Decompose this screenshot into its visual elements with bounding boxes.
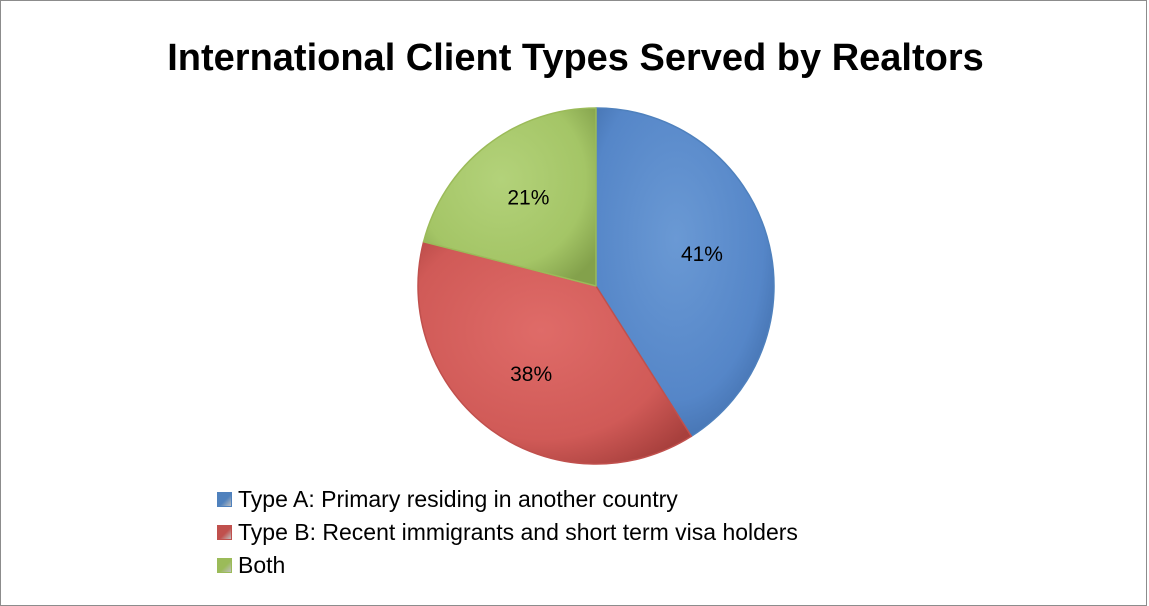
legend-item-type-a: Type A: Primary residing in another coun… xyxy=(217,483,798,516)
legend-label-type-b: Type B: Recent immigrants and short term… xyxy=(238,519,798,545)
legend-swatch-both xyxy=(217,558,232,573)
pie-slices xyxy=(417,107,775,465)
legend-item-type-b: Type B: Recent immigrants and short term… xyxy=(217,516,798,549)
legend-swatch-type-a xyxy=(217,492,232,507)
pie-data-labels: 41% 38% 21% xyxy=(507,186,723,385)
legend: Type A: Primary residing in another coun… xyxy=(217,483,798,582)
legend-swatch-type-b xyxy=(217,525,232,540)
legend-label-both: Both xyxy=(238,552,286,578)
legend-item-both: Both xyxy=(217,549,798,582)
data-label-both: 21% xyxy=(507,186,549,209)
legend-label-type-a: Type A: Primary residing in another coun… xyxy=(238,486,678,512)
pie-slice-type-a xyxy=(595,107,775,438)
data-label-type-b: 38% xyxy=(510,363,552,386)
data-label-type-a: 41% xyxy=(681,243,723,266)
chart-title: International Client Types Served by Rea… xyxy=(167,37,984,79)
pie-slice-type-b xyxy=(417,240,693,465)
pie-slice-both xyxy=(422,107,597,287)
